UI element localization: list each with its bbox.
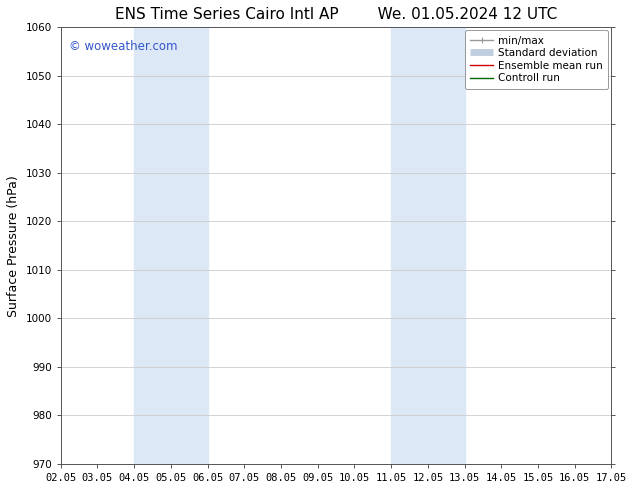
Legend: min/max, Standard deviation, Ensemble mean run, Controll run: min/max, Standard deviation, Ensemble me… (465, 30, 608, 89)
Bar (391, 27, 465, 464)
Text: © woweather.com: © woweather.com (69, 40, 178, 53)
Bar (134, 27, 207, 464)
Title: ENS Time Series Cairo Intl AP        We. 01.05.2024 12 UTC: ENS Time Series Cairo Intl AP We. 01.05.… (115, 7, 557, 22)
Y-axis label: Surface Pressure (hPa): Surface Pressure (hPa) (7, 175, 20, 317)
